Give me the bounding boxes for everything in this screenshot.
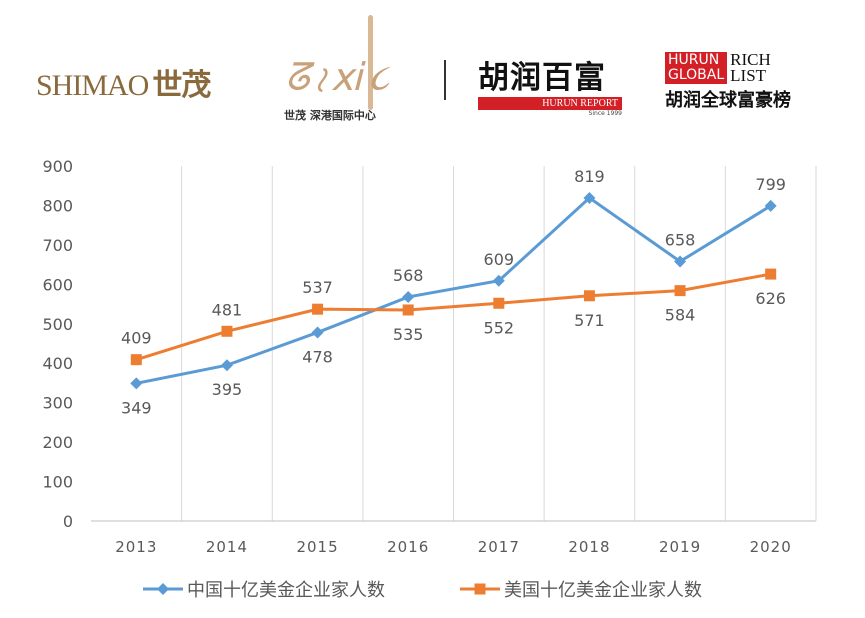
data-point-diamond (583, 191, 596, 204)
y-tick-label: 800 (42, 196, 73, 215)
hurun-report-since: Since 1999 (588, 110, 622, 117)
hurun-global-line2: GLOBAL (668, 67, 725, 83)
shenzhen-center-caption: 世茂 深港国际中心 (284, 109, 376, 122)
hurun-report-bar: HURUN REPORT (478, 97, 622, 110)
data-point-diamond (674, 255, 687, 268)
legend-square-icon (474, 583, 486, 595)
data-label: 799 (755, 175, 786, 194)
data-point-square (493, 297, 505, 309)
hurun-global-chinese: 胡润全球富豪榜 (665, 90, 791, 111)
data-label: 626 (755, 289, 786, 308)
data-label: 481 (212, 300, 243, 319)
logo-divider (444, 60, 446, 100)
hurun-global-red-block: HURUN GLOBAL (665, 52, 728, 84)
data-label: 535 (393, 325, 424, 344)
y-tick-label: 100 (42, 473, 73, 492)
shimao-logo: SHIMAO 世茂 (36, 60, 211, 104)
legend-item: 美国十亿美金企业家人数 (460, 580, 702, 601)
x-tick-label: 2019 (659, 538, 701, 556)
shenzhen-center-logo: ᘔ≀ⅺ૮ 世茂 深港国际中心 (280, 15, 420, 125)
y-tick-label: 400 (42, 354, 73, 373)
data-label: 409 (121, 329, 152, 348)
y-tick-label: 700 (42, 236, 73, 255)
data-label: 552 (484, 318, 515, 337)
data-label: 609 (484, 250, 515, 269)
x-tick-label: 2020 (750, 538, 792, 556)
data-label: 658 (665, 230, 696, 249)
series-line (135, 272, 771, 362)
data-label: 819 (574, 167, 605, 186)
x-tick-label: 2014 (206, 538, 248, 556)
y-tick-label: 200 (42, 433, 73, 452)
data-label: 571 (574, 311, 605, 330)
shimao-logo-latin: SHIMAO (36, 69, 149, 102)
y-tick-label: 0 (63, 512, 73, 531)
data-point-diamond (492, 274, 505, 287)
data-point-square (674, 285, 686, 297)
x-tick-label: 2015 (296, 538, 338, 556)
shimao-logo-chinese: 世茂 (152, 68, 211, 103)
list-text: LIST (730, 66, 767, 85)
legend-diamond-icon (157, 583, 169, 595)
data-label: 537 (302, 278, 333, 297)
data-point-square (130, 354, 142, 366)
x-tick-label: 2017 (478, 538, 520, 556)
data-label: 349 (121, 398, 152, 417)
data-label: 584 (665, 306, 696, 325)
data-point-diamond (311, 326, 324, 339)
data-point-diamond (402, 290, 415, 303)
y-tick-label: 300 (42, 394, 73, 413)
hurun-global-logo: HURUN GLOBALRICH LIST 胡润全球富豪榜 (665, 50, 791, 112)
data-point-square (221, 325, 233, 337)
rich-list: RICH LIST (730, 50, 771, 85)
data-point-diamond (130, 377, 143, 390)
data-label: 568 (393, 266, 424, 285)
legend-item: 中国十亿美金企业家人数 (143, 580, 385, 601)
legend-label: 中国十亿美金企业家人数 (187, 580, 385, 601)
data-point-diamond (764, 199, 777, 212)
series-line (136, 196, 772, 385)
y-tick-label: 500 (42, 315, 73, 334)
data-point-square (583, 290, 595, 302)
calligraphy-art: ᘔ≀ⅺ૮ (285, 57, 396, 99)
data-label: 395 (212, 380, 243, 399)
rich-text: RICH (730, 50, 771, 69)
hurun-report-logo: 胡润百富 HURUN REPORT Since 1999 (478, 52, 622, 117)
data-label: 478 (302, 347, 333, 366)
legend-label: 美国十亿美金企业家人数 (504, 580, 702, 601)
data-point-square (402, 304, 414, 316)
y-tick-label: 900 (42, 157, 73, 176)
hurun-global-line1: HURUN (668, 52, 720, 68)
y-tick-label: 600 (42, 275, 73, 294)
calligraphy-stroke (368, 15, 373, 110)
x-tick-label: 2018 (568, 538, 610, 556)
x-tick-label: 2016 (387, 538, 429, 556)
x-tick-label: 2013 (115, 538, 157, 556)
data-point-square (765, 268, 777, 280)
data-point-square (312, 303, 324, 315)
hurun-report-chinese: 胡润百富 (478, 60, 606, 96)
data-point-diamond (220, 359, 233, 372)
